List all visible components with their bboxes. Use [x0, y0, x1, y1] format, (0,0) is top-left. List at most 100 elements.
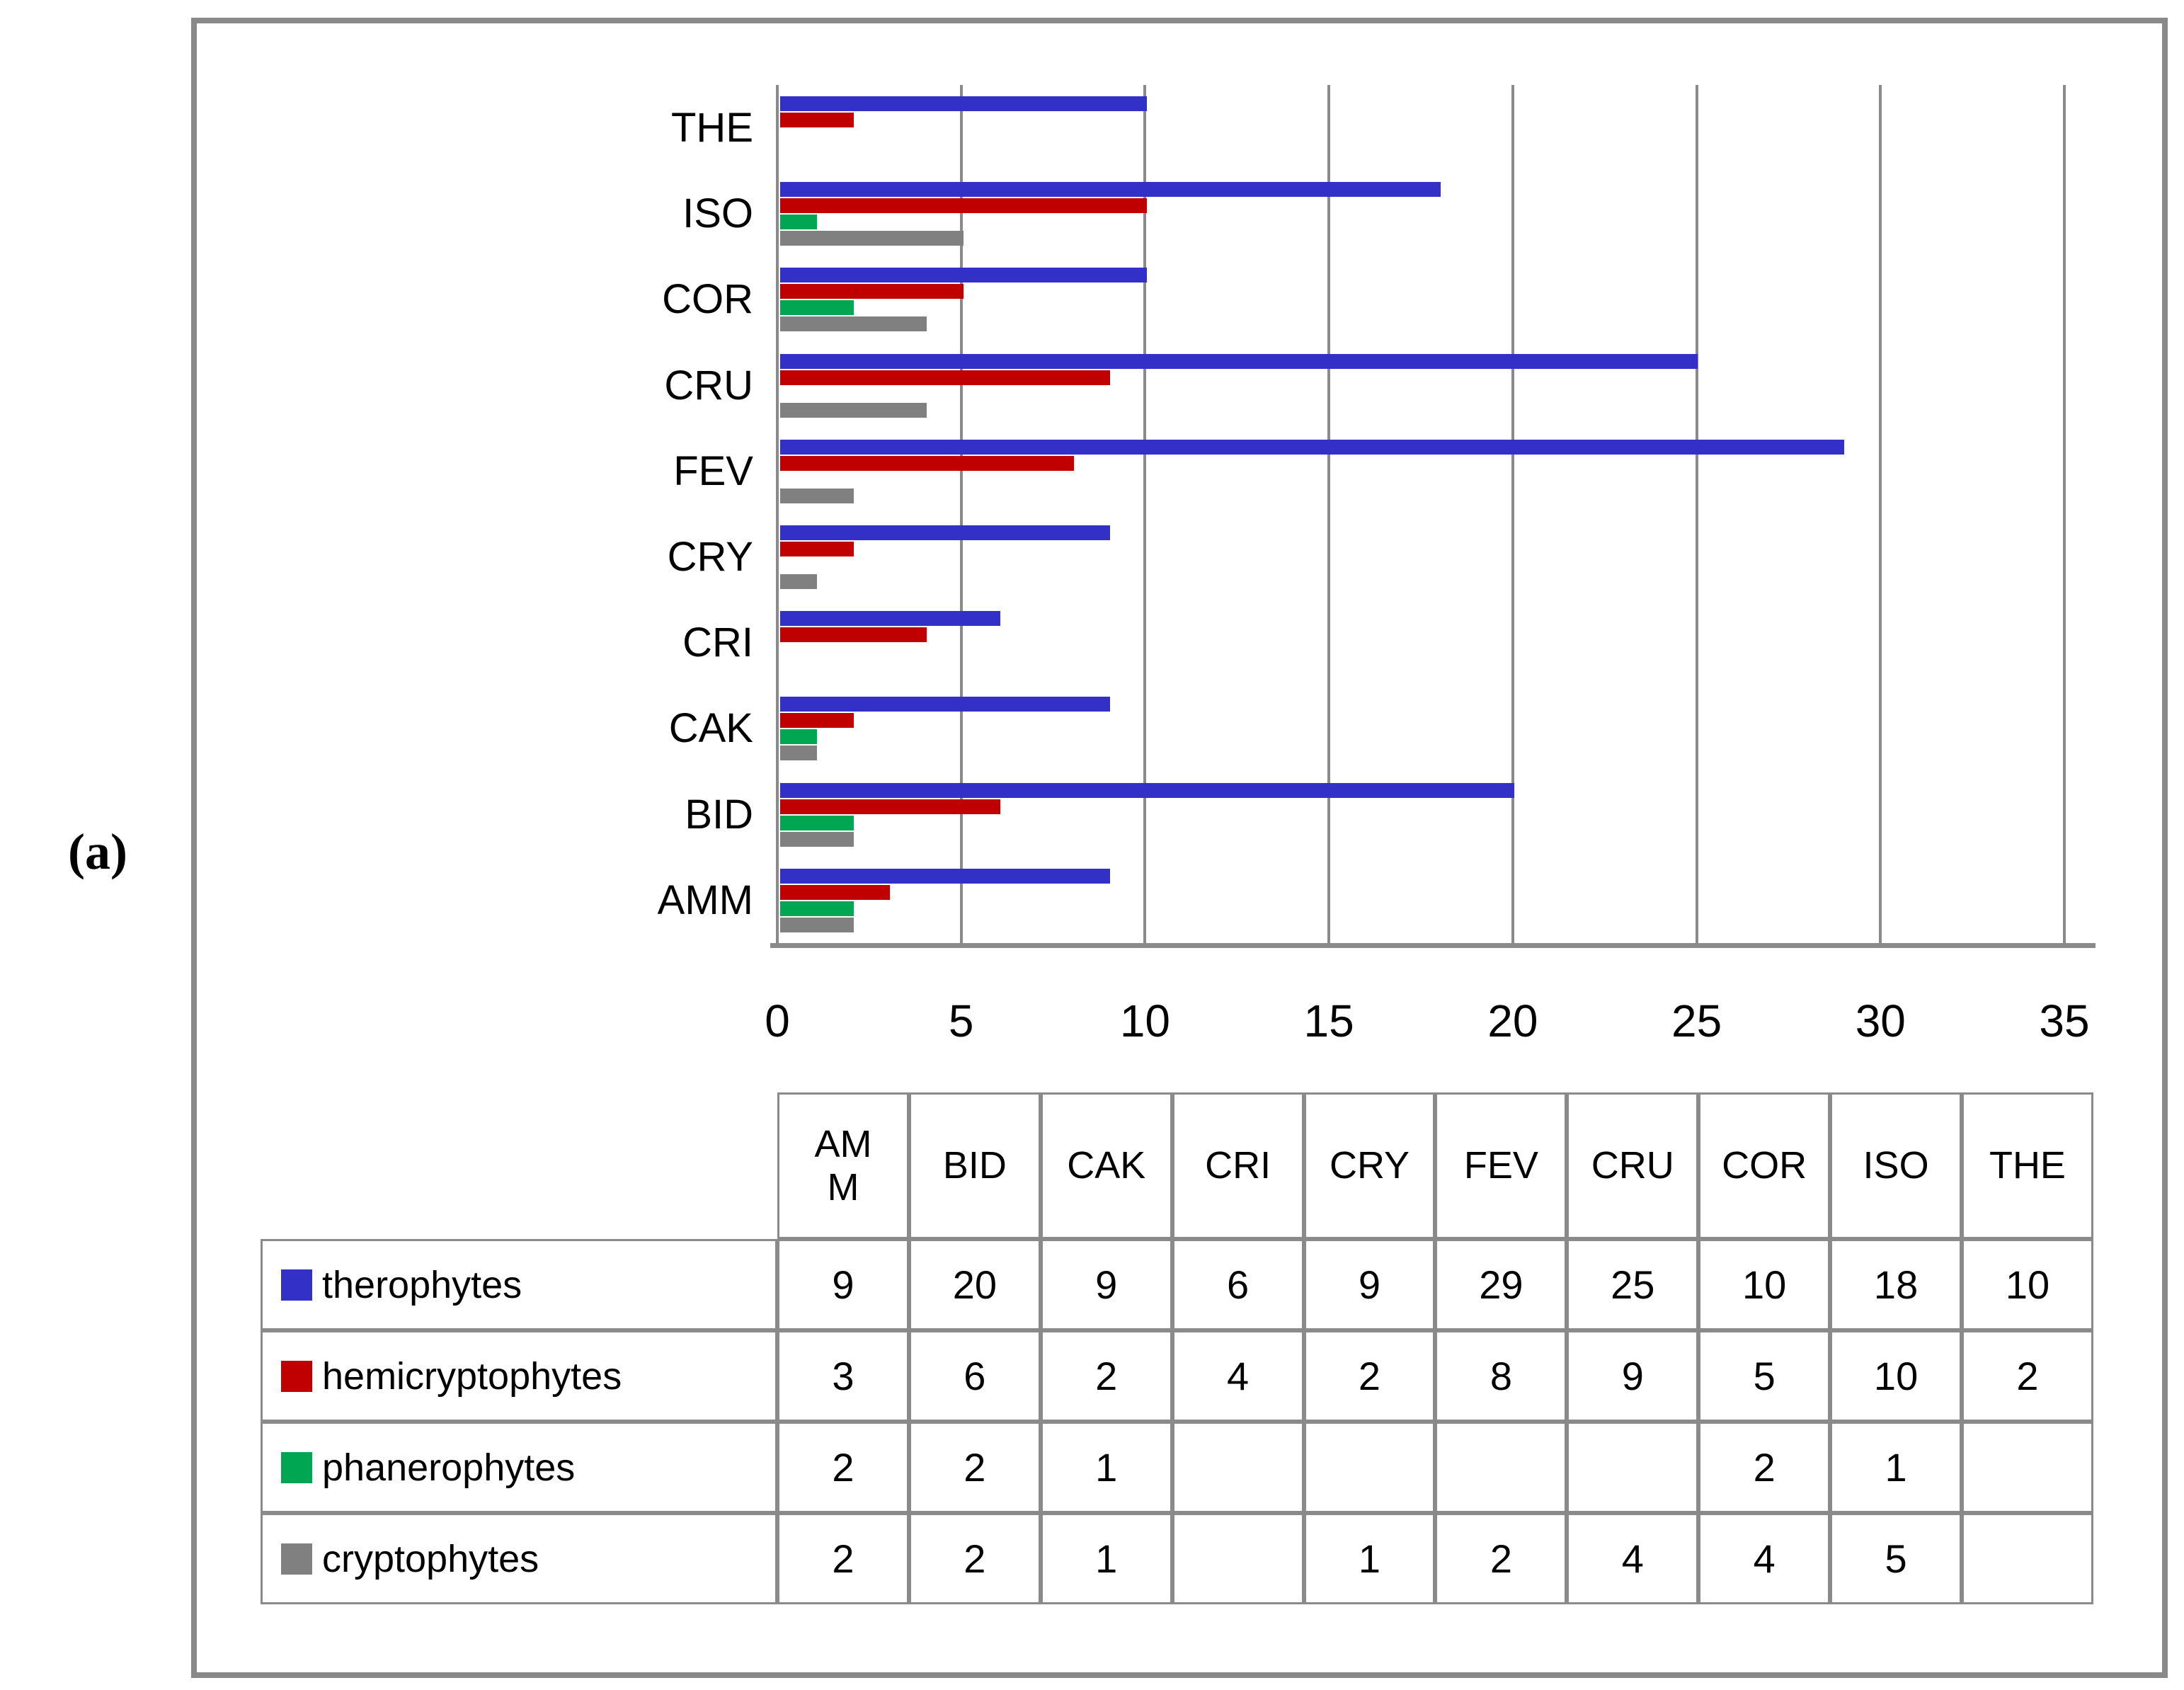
category-label: BID: [685, 791, 753, 838]
bar-slot: [780, 231, 2064, 246]
bar-slot: [780, 145, 2064, 160]
bar-slot: [780, 439, 2064, 455]
bar-slot: [780, 182, 2064, 198]
cryptophytes-bar: [780, 316, 927, 332]
bar-group-fev: [777, 428, 2064, 514]
bar-slot: [780, 901, 2064, 916]
therophytes-bar: [780, 268, 1148, 283]
category-label: CRY: [667, 534, 753, 581]
bar-slot: [780, 455, 2064, 471]
bar-slot: [780, 300, 2064, 316]
table-value-cell: 2: [908, 1513, 1041, 1604]
cryptophytes-bar: [780, 573, 817, 589]
table-value-cell: [1172, 1422, 1304, 1513]
therophytes-bar: [780, 782, 1514, 798]
table-value-cell: 4: [1567, 1513, 1699, 1604]
hemicryptophytes-bar: [780, 455, 1074, 471]
table-value-cell: 4: [1172, 1330, 1304, 1422]
cryptophytes-bar: [780, 746, 817, 761]
bar-slot: [780, 316, 2064, 332]
category-label: THE: [671, 105, 753, 152]
bar-group-the: [777, 85, 2064, 171]
x-tick-label: 5: [948, 995, 974, 1046]
gridline: [959, 85, 963, 943]
data-table: AMM BID CAK CRI CRY FEV CRU COR ISO THE therophyte…: [261, 1092, 2093, 1604]
table-value-cell: [1962, 1422, 2093, 1513]
table-value-cell: 2: [1303, 1330, 1436, 1422]
category-label: CRU: [664, 362, 753, 409]
x-axis-tick-labels: 0 5 10 15 20 25 30 35: [765, 995, 2089, 1058]
therophytes-bar: [780, 868, 1111, 884]
bar-group-cor: [777, 256, 2064, 342]
x-axis-line: [770, 943, 2096, 948]
table-value-cell: 4: [1698, 1513, 1831, 1604]
bar-group-cri: [777, 600, 2064, 685]
table-value-cell: 10: [1962, 1239, 2093, 1330]
bar-slot: [780, 815, 2064, 830]
table-value-cell: [1435, 1422, 1567, 1513]
series-name: hemicryptophytes: [322, 1354, 622, 1398]
table-value-cell: 5: [1830, 1513, 1962, 1604]
gridline: [1143, 85, 1147, 943]
therophytes-bar: [780, 697, 1111, 712]
therophytes-bar: [780, 439, 1845, 455]
table-header-cak: CAK: [1040, 1092, 1172, 1239]
plot-area: [776, 85, 2066, 943]
phanerophytes-bar: [780, 815, 854, 830]
figure-frame: THE ISO COR CRU FEV CRY CRI CAK BID AMM 0 5 10 15 20 2…: [191, 18, 2168, 1678]
bar-slot: [780, 697, 2064, 712]
bar-slot: [780, 729, 2064, 745]
hemicryptophytes-bar: [780, 799, 1000, 814]
category-label: FEV: [673, 447, 753, 494]
panel-label: (a): [68, 823, 127, 880]
bar-slot: [780, 198, 2064, 214]
table-value-cell: 9: [777, 1239, 909, 1330]
bar-slot: [780, 129, 2064, 144]
therophytes-bar: [780, 96, 1148, 111]
hemicryptophytes-bar: [780, 884, 891, 900]
phanerophytes-bar: [780, 300, 854, 316]
therophytes-bar: [780, 353, 1698, 369]
hemicryptophytes-bar: [780, 713, 854, 729]
table-value-cell: 9: [1040, 1239, 1172, 1330]
bar-slot: [780, 488, 2064, 503]
table-value-cell: 2: [777, 1422, 909, 1513]
phanerophytes-bar: [780, 901, 854, 916]
table-value-cell: 9: [1303, 1239, 1436, 1330]
bar-slot: [780, 627, 2064, 643]
bar-slot: [780, 660, 2064, 675]
bar-slot: [780, 799, 2064, 814]
table-value-cell: 25: [1567, 1239, 1699, 1330]
table-value-cell: 1: [1303, 1513, 1436, 1604]
gridline: [1695, 85, 1698, 943]
table-value-cell: 1: [1040, 1422, 1172, 1513]
table-header-fev: FEV: [1435, 1092, 1567, 1239]
x-tick-label: 30: [1855, 995, 1906, 1046]
table-value-cell: 10: [1698, 1239, 1831, 1330]
table-value-cell: 6: [1172, 1239, 1304, 1330]
hemicryptophytes-legend-swatch: [281, 1360, 312, 1392]
therophytes-legend-swatch: [281, 1269, 312, 1301]
bar-slot: [780, 713, 2064, 729]
gridline: [1879, 85, 1882, 943]
table-value-cell: 2: [1962, 1330, 2093, 1422]
x-tick-label: 10: [1119, 995, 1171, 1046]
hemicryptophytes-bar: [780, 113, 854, 127]
bar-slot: [780, 525, 2064, 540]
series-name: therophytes: [322, 1263, 522, 1306]
bar-slot: [780, 644, 2064, 658]
cryptophytes-bar: [780, 488, 854, 503]
table-value-cell: 6: [908, 1330, 1041, 1422]
hemicryptophytes-bar: [780, 198, 1148, 214]
phanerophytes-bar: [780, 215, 817, 230]
bar-slot: [780, 402, 2064, 418]
category-label: COR: [662, 276, 753, 323]
therophytes-bar: [780, 525, 1111, 540]
table-value-cell: 2: [908, 1422, 1041, 1513]
table-value-cell: 2: [1040, 1330, 1172, 1422]
bar-slot: [780, 868, 2064, 884]
table-header-cry: CRY: [1303, 1092, 1436, 1239]
gridline: [776, 85, 779, 943]
table-value-cell: [1962, 1513, 2093, 1604]
category-label: AMM: [657, 877, 753, 923]
